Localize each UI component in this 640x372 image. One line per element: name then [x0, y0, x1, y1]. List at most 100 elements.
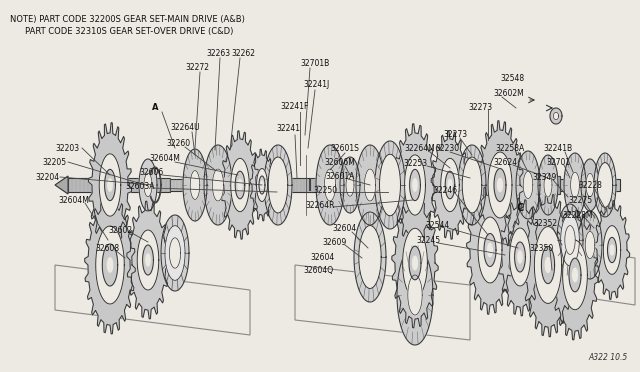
Text: 32352: 32352 [533, 218, 557, 228]
Polygon shape [170, 238, 180, 268]
Text: 32264U: 32264U [170, 122, 200, 131]
Text: 32228M: 32228M [563, 211, 593, 219]
Text: 32601S: 32601S [331, 144, 360, 153]
Text: 32241B: 32241B [543, 144, 573, 153]
Text: 32609: 32609 [323, 237, 347, 247]
Polygon shape [571, 172, 579, 198]
Polygon shape [478, 217, 502, 283]
Polygon shape [146, 254, 150, 266]
Polygon shape [518, 251, 522, 263]
Polygon shape [104, 169, 115, 201]
Text: 32350: 32350 [530, 244, 554, 253]
Text: 32241: 32241 [276, 124, 300, 132]
Polygon shape [494, 169, 506, 202]
Polygon shape [231, 158, 249, 212]
Polygon shape [413, 256, 417, 270]
Text: 32602M: 32602M [493, 89, 524, 97]
Polygon shape [561, 214, 579, 266]
Text: 32604: 32604 [311, 253, 335, 263]
Polygon shape [190, 171, 200, 199]
Polygon shape [375, 141, 405, 229]
Polygon shape [569, 258, 581, 292]
Polygon shape [410, 169, 420, 201]
Polygon shape [324, 169, 335, 201]
Polygon shape [467, 186, 513, 314]
Bar [170, 179, 280, 191]
Polygon shape [498, 179, 502, 192]
Text: 32603A: 32603A [125, 182, 155, 190]
Text: 32604M: 32604M [58, 196, 89, 205]
Polygon shape [257, 169, 268, 202]
Polygon shape [268, 157, 288, 213]
Text: 32349: 32349 [533, 173, 557, 182]
Text: 32544: 32544 [426, 221, 450, 230]
Polygon shape [441, 158, 460, 212]
Text: NOTE) PART CODE 32200S GEAR SET-MAIN DRIVE (A&B): NOTE) PART CODE 32200S GEAR SET-MAIN DRI… [10, 15, 245, 24]
Polygon shape [346, 174, 354, 196]
Bar [400, 176, 560, 194]
Text: 32264M: 32264M [404, 144, 435, 153]
Polygon shape [545, 257, 550, 272]
Polygon shape [408, 275, 422, 315]
Polygon shape [84, 196, 135, 334]
Polygon shape [585, 231, 595, 259]
Text: 32548: 32548 [500, 74, 524, 83]
Polygon shape [238, 179, 242, 190]
Polygon shape [259, 176, 265, 194]
Text: C: C [516, 203, 524, 213]
Text: 32245: 32245 [416, 235, 440, 244]
Polygon shape [137, 230, 159, 290]
Polygon shape [557, 204, 583, 276]
Polygon shape [204, 145, 232, 225]
Text: 32604: 32604 [333, 224, 357, 232]
Text: 32262: 32262 [231, 48, 255, 58]
Text: PART CODE 32310S GEAR SET-OVER DRIVE (C&D): PART CODE 32310S GEAR SET-OVER DRIVE (C&… [25, 27, 234, 36]
Text: A322 10.5: A322 10.5 [589, 353, 628, 362]
Polygon shape [477, 121, 524, 249]
Polygon shape [221, 131, 259, 239]
Polygon shape [550, 108, 562, 124]
Polygon shape [212, 169, 223, 201]
Polygon shape [565, 225, 575, 254]
Text: 32230: 32230 [435, 144, 459, 153]
Polygon shape [516, 151, 540, 219]
Polygon shape [538, 155, 558, 215]
Polygon shape [607, 237, 616, 263]
Polygon shape [250, 149, 274, 221]
Polygon shape [99, 154, 121, 216]
Text: 32272: 32272 [185, 62, 209, 71]
Polygon shape [127, 201, 169, 319]
Polygon shape [563, 240, 588, 310]
Polygon shape [96, 226, 124, 304]
Polygon shape [404, 155, 426, 215]
Text: 32258A: 32258A [495, 144, 525, 153]
Text: 32228: 32228 [578, 180, 602, 189]
Polygon shape [445, 171, 455, 199]
Polygon shape [462, 157, 482, 213]
Text: 32273: 32273 [468, 103, 492, 112]
Polygon shape [573, 268, 577, 282]
Text: 32606M: 32606M [324, 157, 355, 167]
Bar [280, 178, 400, 192]
Polygon shape [397, 245, 433, 345]
Polygon shape [88, 123, 132, 247]
Polygon shape [143, 245, 154, 275]
Polygon shape [236, 171, 245, 199]
Polygon shape [604, 226, 621, 275]
Text: 32602: 32602 [108, 225, 132, 234]
Text: 32701B: 32701B [300, 58, 330, 67]
Polygon shape [484, 234, 496, 266]
Polygon shape [108, 179, 112, 191]
Polygon shape [488, 243, 492, 257]
Polygon shape [409, 246, 421, 280]
Polygon shape [364, 169, 376, 201]
Polygon shape [144, 173, 152, 197]
Polygon shape [595, 201, 630, 299]
Text: 32701: 32701 [546, 157, 570, 167]
Polygon shape [586, 173, 594, 197]
Polygon shape [55, 176, 68, 194]
Polygon shape [552, 210, 598, 340]
Text: 32264R: 32264R [305, 201, 335, 209]
Polygon shape [499, 198, 541, 316]
Polygon shape [524, 171, 532, 199]
